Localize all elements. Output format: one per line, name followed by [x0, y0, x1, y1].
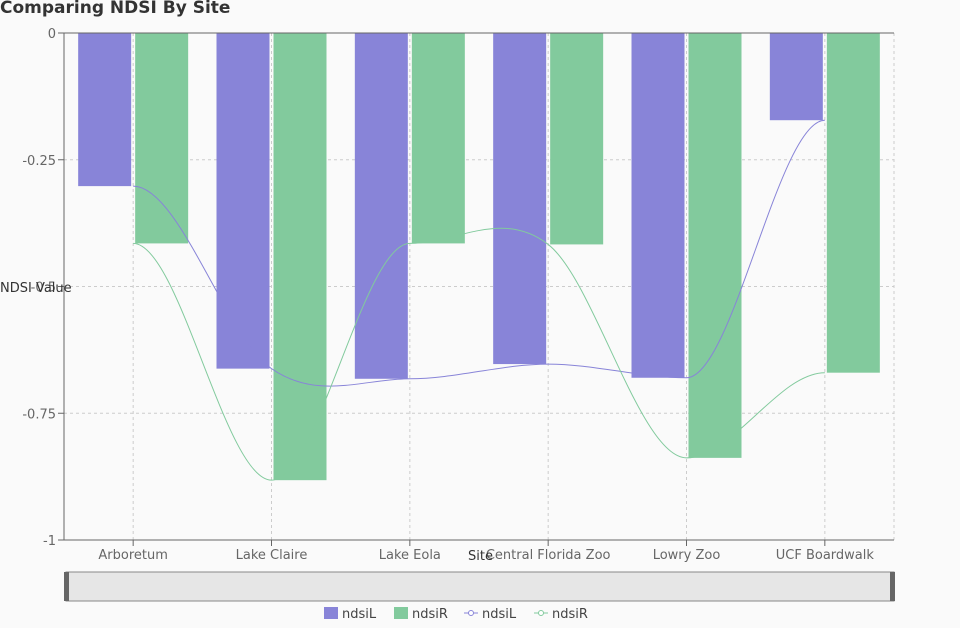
y-tick-label: -1 [43, 534, 56, 549]
legend-label: ndsiR [412, 607, 448, 622]
brush-handle-right[interactable] [890, 572, 895, 601]
x-tick-label: Lowry Zoo [653, 548, 721, 563]
bar-ndsiL [78, 33, 132, 187]
bar-series [78, 33, 880, 481]
x-tick-label: Lake Claire [236, 548, 308, 563]
x-tick-label: Central Florida Zoo [486, 548, 611, 563]
y-tick-label: -0.75 [22, 407, 56, 422]
x-tick-label: Lake Eola [379, 548, 441, 563]
legend-swatch-bar [324, 607, 338, 619]
bar-ndsiR [411, 33, 465, 244]
y-tick-label: -0.5 [31, 281, 56, 296]
legend: ndsiL ndsiR ndsiL ndsiR [324, 607, 588, 622]
x-axis-title: Site [468, 549, 493, 564]
legend-swatch-dot [538, 610, 544, 616]
y-tick-label: 0 [48, 27, 56, 42]
x-tick-label: Arboretum [98, 548, 168, 563]
x-tick-label: UCF Boardwalk [776, 548, 875, 563]
axes: 0 -0.25 -0.5 -0.75 -1 Arboretum Lake Claire Lak… [22, 27, 894, 563]
legend-label: ndsiL [482, 607, 517, 622]
line-ndsiR [133, 227, 825, 481]
legend-swatch-dot [468, 610, 474, 616]
grid [64, 33, 895, 541]
line-series [133, 119, 825, 481]
line-ndsiL [133, 119, 825, 387]
y-axis-title: NDSI Value [0, 281, 72, 296]
bar-ndsiL [354, 33, 408, 379]
legend-label: ndsiR [552, 607, 588, 622]
legend-swatch-bar [394, 607, 408, 619]
brush-slider[interactable] [64, 571, 895, 602]
brush-track[interactable] [65, 571, 895, 602]
bar-ndsiR [688, 33, 742, 458]
legend-label: ndsiL [342, 607, 377, 622]
brush-handle-left[interactable] [64, 572, 69, 601]
bar-ndsiL [493, 33, 547, 365]
bar-ndsiL [216, 33, 270, 369]
bar-ndsiL [769, 33, 823, 121]
bar-ndsiR [135, 33, 189, 244]
bar-ndsiL [631, 33, 685, 378]
chart-title: Comparing NDSI By Site [0, 0, 231, 18]
bar-ndsiR [826, 33, 880, 373]
bar-ndsiR [273, 33, 327, 481]
y-tick-label: -0.25 [22, 154, 56, 169]
bar-ndsiR [550, 33, 604, 245]
